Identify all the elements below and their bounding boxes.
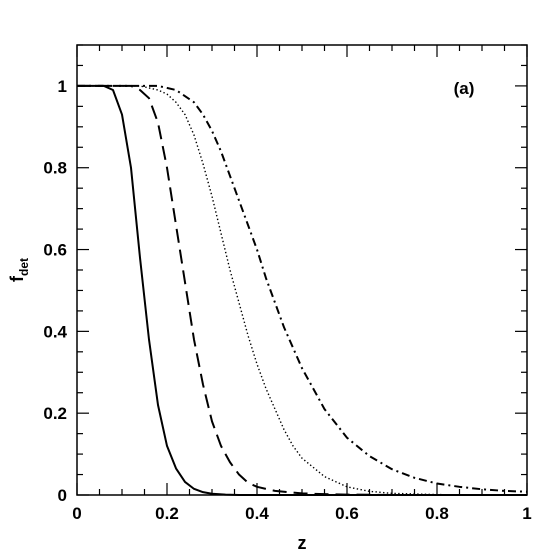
x-tick-label: 1 (522, 504, 531, 523)
y-axis-label-sub: det (17, 258, 31, 276)
y-axis-label: fdet (7, 258, 31, 282)
y-tick-label: 0.8 (43, 159, 67, 178)
svg-text:fdet: fdet (7, 258, 31, 282)
x-tick-labels: 0 0.2 0.4 0.6 0.8 1 (72, 504, 531, 523)
y-tick-labels: 0 0.2 0.4 0.6 0.8 1 (43, 77, 67, 505)
y-tick-label: 1 (58, 77, 67, 96)
x-tick-label: 0.6 (335, 504, 359, 523)
series-line-dashed (77, 84, 527, 496)
x-tick-label: 0.2 (155, 504, 179, 523)
panel-label: (a) (454, 79, 475, 98)
ticks-layer (76, 44, 528, 496)
y-tick-label: 0 (58, 486, 67, 505)
y-axis-label-main: f (7, 275, 27, 282)
y-tick-label: 0.2 (43, 404, 67, 423)
x-tick-label: 0.4 (245, 504, 269, 523)
y-tick-label: 0.4 (43, 322, 67, 341)
x-tick-label: 0 (72, 504, 81, 523)
series-line-solid (77, 84, 527, 496)
x-axis-label: z (298, 533, 307, 553)
lines-layer (77, 84, 528, 496)
y-tick-label: 0.6 (43, 241, 67, 260)
series-line-dashdot (77, 84, 528, 493)
plot-frame (76, 44, 528, 496)
x-tick-label: 0.8 (425, 504, 449, 523)
